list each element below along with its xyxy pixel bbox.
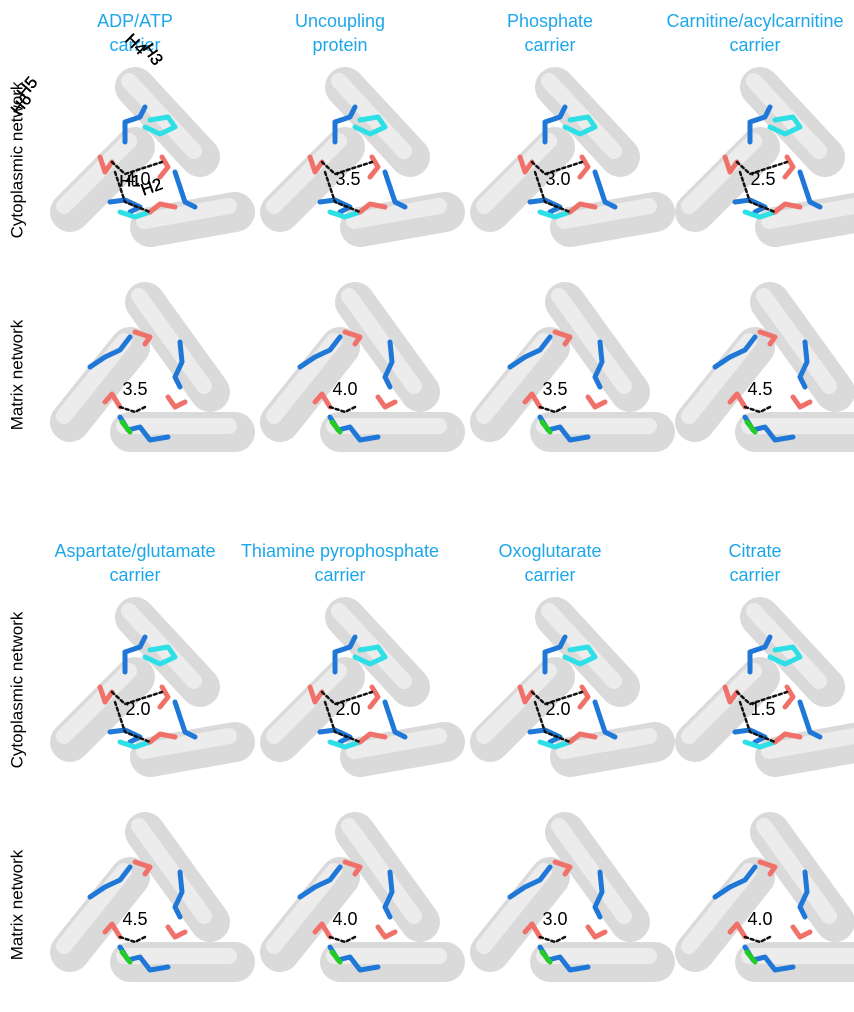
network-score: 3.5 (122, 379, 147, 399)
residue (378, 927, 395, 937)
residue (160, 157, 168, 177)
carrier-title: ADP/ATP (97, 11, 173, 31)
carrier-title: Citrate (728, 541, 781, 561)
carrier-title: Uncoupling (295, 11, 385, 31)
residue (785, 687, 793, 707)
carrier-title: carrier (314, 565, 365, 585)
cytoplasmic-panel (64, 611, 235, 757)
cytoplasmic-panel (689, 81, 854, 227)
row-label: Matrix network (7, 849, 26, 960)
matrix-panel (64, 296, 235, 440)
matrix-panel (484, 296, 655, 440)
network-score: 2.5 (750, 169, 775, 189)
residue (580, 687, 588, 707)
salt-bridge (540, 407, 565, 412)
network-score: 3.0 (545, 169, 570, 189)
residue (785, 157, 793, 177)
residue (378, 397, 395, 407)
network-score: 4.0 (332, 909, 357, 929)
network-score: 4.5 (747, 379, 772, 399)
carrier-title: Carnitine/acylcarnitine (666, 11, 843, 31)
salt-bridge (540, 937, 565, 942)
residue (370, 687, 378, 707)
carrier-title: carrier (524, 35, 575, 55)
cytoplasmic-panel (274, 611, 445, 757)
residue (588, 927, 605, 937)
figure: Cytoplasmic networkMatrix networkCytopla… (0, 0, 854, 1007)
residue (370, 157, 378, 177)
matrix-panel (484, 826, 655, 970)
salt-bridge (745, 937, 770, 942)
salt-bridge (120, 937, 145, 942)
cytoplasmic-panel (484, 81, 655, 227)
network-score: 2.0 (335, 699, 360, 719)
carrier-title: Aspartate/glutamate (54, 541, 215, 561)
network-score: 4.0 (332, 379, 357, 399)
salt-bridge (330, 937, 355, 942)
carrier-title: Oxoglutarate (498, 541, 601, 561)
carrier-title: Thiamine pyrophosphate (241, 541, 439, 561)
network-score: 3.5 (542, 379, 567, 399)
matrix-panel (274, 296, 445, 440)
carrier-title: carrier (109, 565, 160, 585)
residue (588, 397, 605, 407)
network-score: 3.5 (335, 169, 360, 189)
helix-label: H1 (119, 171, 141, 190)
matrix-panel (689, 826, 854, 970)
carrier-title: carrier (729, 565, 780, 585)
carrier-title: carrier (729, 35, 780, 55)
network-score: 2.0 (125, 699, 150, 719)
salt-bridge (330, 407, 355, 412)
matrix-panel (274, 826, 445, 970)
network-score: 1.5 (750, 699, 775, 719)
row-label: Matrix network (7, 319, 26, 430)
network-score: 3.0 (542, 909, 567, 929)
matrix-panel (64, 826, 235, 970)
matrix-panel (689, 296, 854, 440)
carrier-title: carrier (524, 565, 575, 585)
network-score: 4.5 (122, 909, 147, 929)
carrier-title: protein (312, 35, 367, 55)
row-label: Cytoplasmic network (7, 611, 26, 768)
cytoplasmic-panel (274, 81, 445, 227)
residue (580, 157, 588, 177)
salt-bridge (745, 407, 770, 412)
residue (168, 397, 185, 407)
carrier-title: Phosphate (507, 11, 593, 31)
residue (160, 687, 168, 707)
residue (793, 927, 810, 937)
salt-bridge (120, 407, 145, 412)
network-score: 2.0 (545, 699, 570, 719)
cytoplasmic-panel (64, 81, 235, 227)
cytoplasmic-panel (484, 611, 655, 757)
network-score: 4.0 (747, 909, 772, 929)
cytoplasmic-panel (689, 611, 854, 757)
residue (168, 927, 185, 937)
residue (793, 397, 810, 407)
